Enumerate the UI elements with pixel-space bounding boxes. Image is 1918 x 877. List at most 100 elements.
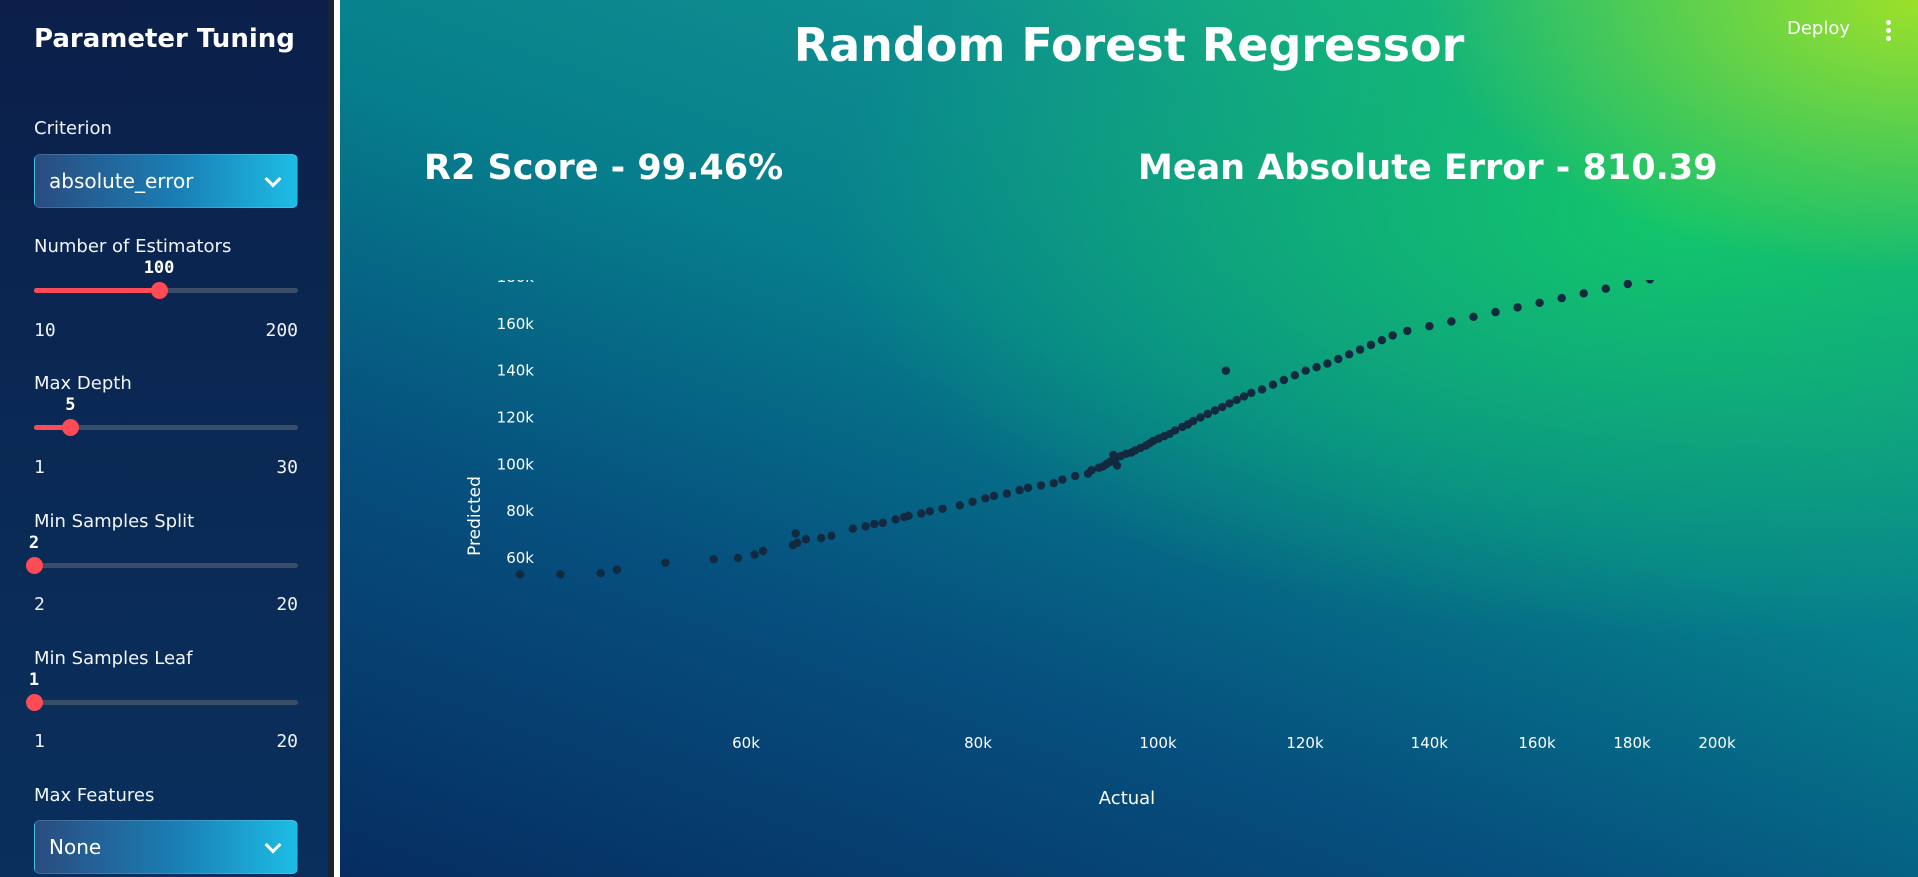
slider-thumb[interactable]	[26, 557, 43, 574]
max-features-label: Max Features	[34, 785, 155, 806]
x-tick-label: 180k	[1613, 734, 1651, 752]
scatter-point	[1189, 416, 1198, 426]
scatter-point	[1513, 303, 1522, 312]
scatter-point	[1301, 366, 1310, 375]
y-axis-ticks: 60k 80k 100k 120k 140k 160k 180k	[497, 280, 535, 567]
y-tick-label: 100k	[497, 455, 535, 473]
x-tick-label: 60k	[732, 734, 760, 752]
scatter-point	[1210, 406, 1220, 415]
kebab-menu-icon[interactable]	[1886, 20, 1892, 44]
scatter-point	[1366, 340, 1376, 350]
y-tick-label: 180k	[497, 280, 535, 286]
scatter-point	[1323, 359, 1332, 368]
slider-value: 100	[143, 258, 175, 278]
chevron-down-icon	[264, 170, 282, 188]
scatter-point	[1623, 280, 1632, 289]
min-samples-split-slider[interactable]: 2	[26, 533, 298, 579]
y-axis-label: Predicted	[465, 476, 485, 556]
y-tick-label: 120k	[497, 409, 535, 427]
scatter-point	[1355, 345, 1365, 354]
slider-fill	[34, 425, 71, 430]
max-features-select[interactable]: None	[34, 820, 298, 874]
scatter-point	[1015, 485, 1024, 495]
scatter-point	[661, 558, 670, 567]
slider-track	[34, 425, 298, 430]
criterion-select[interactable]: absolute_error	[34, 154, 298, 208]
max-features-value: None	[49, 835, 102, 859]
scatter-point	[1388, 331, 1397, 340]
scatter-point	[955, 501, 964, 510]
sidebar-title: Parameter Tuning	[34, 24, 295, 54]
scatter-point	[1225, 399, 1234, 408]
scatter-point	[1170, 426, 1180, 435]
scatter-point	[1036, 481, 1046, 490]
min-samples-split-label: Min Samples Split	[34, 511, 195, 532]
slider-thumb[interactable]	[26, 694, 43, 711]
range-min: 1	[34, 457, 45, 478]
scatter-point	[1491, 307, 1500, 317]
range-max: 200	[265, 320, 298, 341]
slider-thumb[interactable]	[62, 419, 80, 436]
chevron-down-icon	[264, 836, 282, 854]
y-tick-label: 80k	[506, 502, 534, 520]
range-max: 30	[276, 457, 298, 478]
scatter-point	[968, 497, 977, 506]
range-max: 20	[276, 594, 298, 615]
x-tick-label: 140k	[1411, 734, 1449, 752]
max-depth-slider[interactable]: 5	[34, 395, 298, 441]
scatter-point	[989, 491, 999, 501]
scatter-point	[1049, 478, 1058, 488]
scatter-point	[1535, 298, 1544, 307]
scatter-point	[1221, 366, 1231, 375]
slider-value: 5	[65, 395, 76, 415]
scatter-point	[1579, 289, 1588, 298]
criterion-label: Criterion	[34, 118, 112, 139]
scatter-point	[1469, 312, 1478, 321]
slider-fill	[34, 288, 160, 293]
x-tick-label: 80k	[964, 734, 992, 752]
range-max: 20	[276, 731, 298, 752]
y-tick-label: 140k	[497, 362, 535, 380]
scatter-point	[861, 522, 870, 531]
scatter-point	[1239, 392, 1249, 401]
scatter-point	[750, 550, 759, 559]
scatter-point	[1071, 471, 1080, 481]
scatter-point	[1023, 483, 1033, 492]
r2-score-metric: R2 Score - 99.46%	[424, 148, 784, 188]
min-samples-leaf-slider[interactable]: 1	[26, 670, 298, 716]
scatter-point	[1058, 475, 1067, 484]
max-depth-label: Max Depth	[34, 373, 132, 394]
x-tick-label: 200k	[1698, 734, 1736, 752]
scatter-point	[1203, 409, 1212, 419]
y-tick-label: 160k	[497, 315, 535, 333]
scatter-point	[1377, 336, 1387, 345]
x-tick-label: 160k	[1518, 734, 1556, 752]
n-estimators-slider[interactable]: 100	[34, 258, 298, 304]
scatter-point	[1334, 354, 1343, 364]
scatter-point	[1425, 322, 1434, 331]
scatter-point	[878, 518, 887, 528]
scatter-point	[1232, 395, 1241, 405]
scatter-point	[925, 507, 934, 516]
x-tick-label: 120k	[1286, 734, 1324, 752]
slider-thumb[interactable]	[151, 282, 169, 299]
scatter-point	[556, 570, 565, 579]
scatter-point	[1218, 402, 1227, 412]
min-samples-leaf-label: Min Samples Leaf	[34, 648, 193, 669]
scatter-point	[1247, 388, 1256, 398]
slider-track	[34, 700, 298, 705]
scatter-point	[1196, 413, 1205, 422]
scatter-point	[801, 535, 811, 544]
scatter-point	[1109, 450, 1118, 460]
scatter-point	[793, 538, 802, 547]
sidebar: Parameter Tuning Criterion absolute_erro…	[0, 0, 334, 877]
main-area: Random Forest Regressor Deploy R2 Score …	[340, 0, 1918, 877]
scatter-point	[1345, 350, 1354, 359]
scatter-chart: 60k 80k 100k 120k 140k 160k 180k 60k 80k 100k 120…	[465, 280, 1736, 809]
range-min: 1	[34, 731, 45, 752]
deploy-button[interactable]: Deploy	[1786, 18, 1850, 39]
scatter-point	[891, 515, 900, 524]
scatter-point	[1268, 380, 1278, 389]
scatter-point	[758, 546, 768, 556]
scatter-point	[1087, 466, 1096, 475]
